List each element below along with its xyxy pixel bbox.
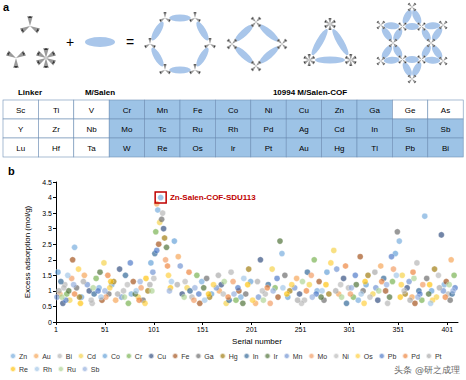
svg-text:Tc: Tc	[158, 125, 166, 134]
svg-text:Co: Co	[228, 106, 239, 115]
svg-text:1.5: 1.5	[42, 272, 52, 279]
svg-text:351: 351	[392, 326, 404, 333]
svg-text:Zn: Zn	[19, 353, 27, 360]
svg-text:V: V	[89, 106, 95, 115]
svg-text:Cr: Cr	[135, 353, 143, 360]
svg-text:Ni: Ni	[265, 106, 273, 115]
svg-text:Serial number: Serial number	[232, 337, 282, 346]
svg-text:4: 4	[48, 194, 52, 201]
svg-text:2: 2	[48, 256, 52, 263]
svg-text:Ta: Ta	[87, 144, 96, 153]
svg-text:In: In	[371, 125, 378, 134]
svg-text:Ir: Ir	[231, 144, 236, 153]
svg-text:b: b	[8, 165, 15, 177]
svg-text:Ti: Ti	[53, 106, 60, 115]
svg-text:2.5: 2.5	[42, 241, 52, 248]
svg-text:Pt: Pt	[265, 144, 273, 153]
svg-text:Mn: Mn	[293, 353, 303, 360]
svg-text:Cd: Cd	[87, 353, 96, 360]
svg-text:Y: Y	[18, 125, 24, 134]
svg-text:0.5: 0.5	[42, 303, 52, 310]
svg-text:Zn: Zn	[335, 106, 344, 115]
svg-text:Cu: Cu	[157, 353, 166, 360]
svg-text:Tl: Tl	[371, 144, 378, 153]
svg-text:Cd: Cd	[334, 125, 344, 134]
svg-text:Pt: Pt	[435, 353, 442, 360]
svg-text:201: 201	[246, 326, 258, 333]
svg-text:Sb: Sb	[441, 125, 451, 134]
svg-text:Ge: Ge	[405, 106, 416, 115]
svg-text:Ga: Ga	[369, 106, 380, 115]
svg-text:Zn-Salen-COF-SDU113: Zn-Salen-COF-SDU113	[170, 193, 256, 202]
svg-text:Fe: Fe	[193, 106, 203, 115]
svg-text:10994 M/Salen-COF: 10994 M/Salen-COF	[273, 88, 347, 97]
svg-text:Ir: Ir	[273, 353, 278, 360]
svg-text:Hg: Hg	[229, 353, 238, 361]
svg-text:a: a	[3, 1, 10, 13]
svg-text:Pb: Pb	[405, 144, 415, 153]
svg-text:W: W	[123, 144, 131, 153]
svg-text:Ru: Ru	[193, 125, 203, 134]
svg-text:3.5: 3.5	[42, 210, 52, 217]
svg-text:Pd: Pd	[411, 353, 420, 360]
svg-text:Lu: Lu	[16, 144, 25, 153]
svg-text:Bi: Bi	[66, 353, 73, 360]
svg-text:Rh: Rh	[228, 125, 238, 134]
svg-text:1: 1	[48, 287, 52, 294]
svg-text:Re: Re	[19, 366, 28, 373]
svg-text:Au: Au	[299, 144, 309, 153]
svg-text:Pb: Pb	[388, 353, 397, 360]
svg-text:Excess adsorption (mol/g): Excess adsorption (mol/g)	[23, 205, 32, 298]
svg-text:401: 401	[441, 326, 453, 333]
svg-text:Mn: Mn	[157, 106, 168, 115]
svg-text:3: 3	[48, 225, 52, 232]
svg-text:Mo: Mo	[121, 125, 133, 134]
svg-text:101: 101	[148, 326, 160, 333]
svg-text:301: 301	[344, 326, 356, 333]
svg-text:51: 51	[101, 326, 109, 333]
svg-text:Os: Os	[364, 353, 373, 360]
svg-text:Sn: Sn	[405, 125, 415, 134]
svg-text:Os: Os	[193, 144, 203, 153]
svg-text:1: 1	[54, 326, 58, 333]
svg-text:Re: Re	[157, 144, 168, 153]
svg-text:151: 151	[197, 326, 209, 333]
svg-text:Pd: Pd	[264, 125, 274, 134]
svg-text:Hf: Hf	[52, 144, 61, 153]
svg-text:Hg: Hg	[334, 144, 344, 153]
svg-text:251: 251	[295, 326, 307, 333]
svg-text:Zr: Zr	[52, 125, 60, 134]
svg-text:Ga: Ga	[204, 353, 213, 360]
svg-text:Co: Co	[111, 353, 120, 360]
svg-text:4.5: 4.5	[42, 179, 52, 186]
svg-text:Fe: Fe	[181, 353, 189, 360]
svg-text:Cu: Cu	[299, 106, 309, 115]
html-text:头条 @研之成理: 头条 @研之成理	[394, 365, 460, 375]
svg-text:+: +	[66, 34, 74, 50]
svg-text:Ru: Ru	[67, 366, 76, 373]
svg-text:Ni: Ni	[342, 353, 349, 360]
svg-text:Bi: Bi	[442, 144, 449, 153]
svg-text:Nb: Nb	[86, 125, 97, 134]
svg-text:0: 0	[48, 319, 52, 326]
svg-text:Au: Au	[42, 353, 51, 360]
svg-text:Sc: Sc	[16, 106, 25, 115]
svg-text:Linker: Linker	[18, 88, 42, 97]
svg-text:=: =	[126, 34, 134, 50]
svg-text:Ag: Ag	[299, 125, 309, 134]
svg-text:In: In	[253, 353, 259, 360]
svg-text:M/Salen: M/Salen	[85, 88, 115, 97]
svg-text:Cr: Cr	[123, 106, 132, 115]
svg-text:Mo: Mo	[317, 353, 327, 360]
svg-text:Sb: Sb	[91, 366, 100, 373]
svg-text:As: As	[441, 106, 450, 115]
svg-text:Rh: Rh	[43, 366, 52, 373]
